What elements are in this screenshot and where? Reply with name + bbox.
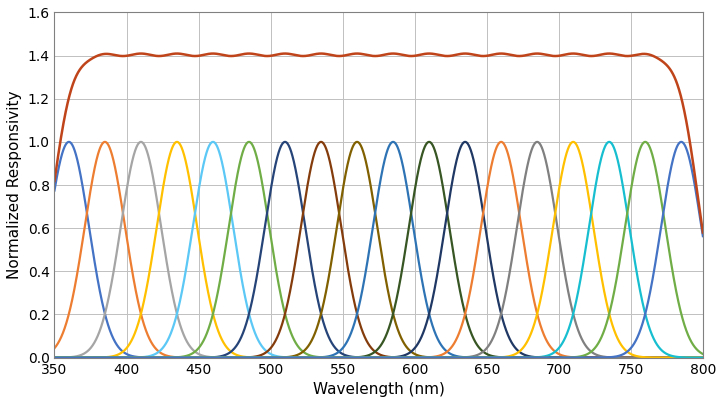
Y-axis label: Normalized Responsivity: Normalized Responsivity [7, 91, 22, 279]
X-axis label: Wavelength (nm): Wavelength (nm) [313, 382, 445, 397]
